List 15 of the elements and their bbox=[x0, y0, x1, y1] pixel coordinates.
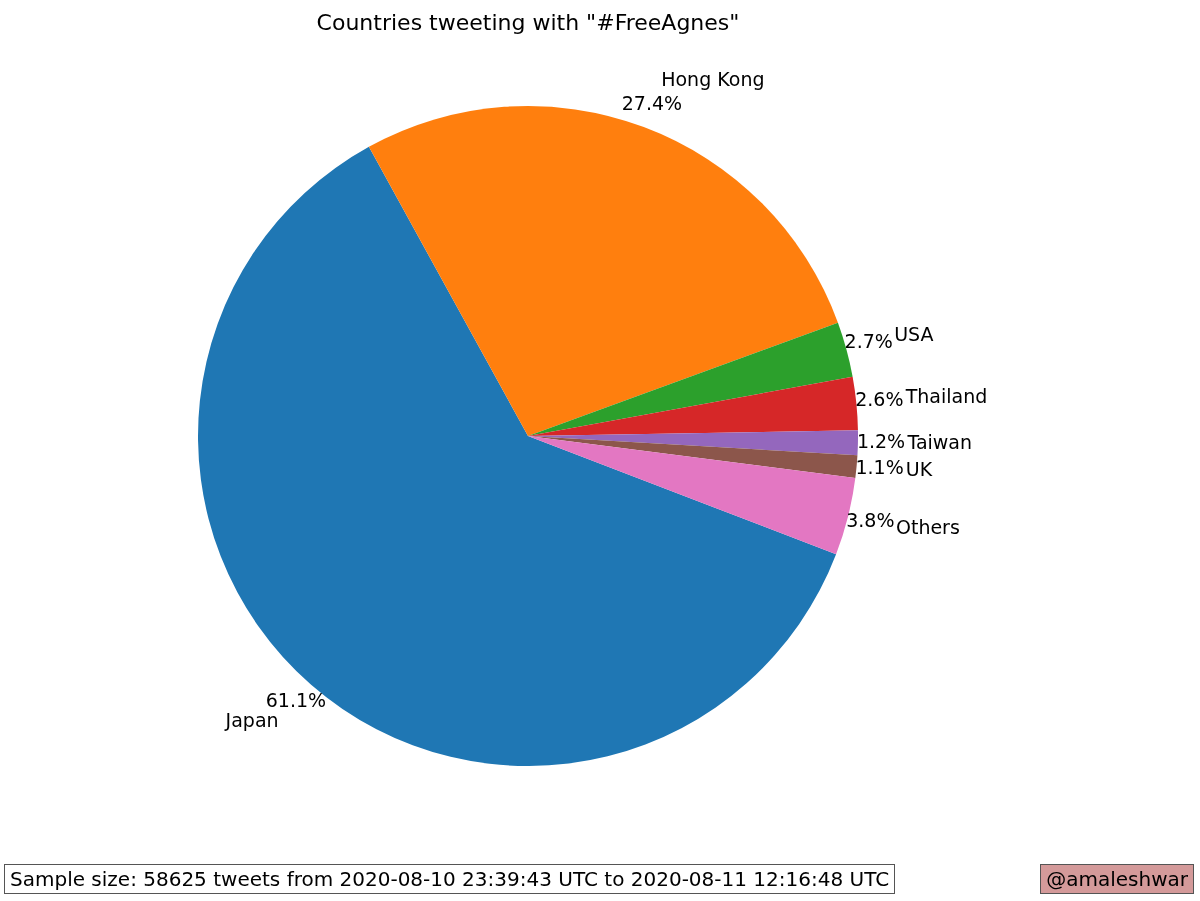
slice-label: Taiwan bbox=[906, 430, 973, 453]
slice-label: Hong Kong bbox=[661, 67, 765, 90]
chart-title: Countries tweeting with "#FreeAgnes" bbox=[316, 9, 740, 35]
text: Sample size: 58625 tweets from 2020-08-10 23:39:43 UTC to 2020-08-11 12:16:48 UTC bbox=[4, 864, 896, 894]
slice-label: Others bbox=[895, 515, 960, 538]
slice-label: USA bbox=[894, 323, 934, 346]
slice-label: Thailand bbox=[904, 385, 988, 408]
data-label: 1.1% bbox=[855, 455, 904, 478]
text: @amaleshwar bbox=[1040, 864, 1194, 894]
data-label: 3.8% bbox=[846, 509, 895, 532]
slice-label: UK bbox=[905, 458, 933, 481]
data-label: 1.2% bbox=[856, 430, 906, 453]
data-label: 2.6% bbox=[855, 388, 904, 411]
data-label: 2.7% bbox=[844, 330, 893, 353]
data-label: 27.4% bbox=[621, 92, 683, 115]
